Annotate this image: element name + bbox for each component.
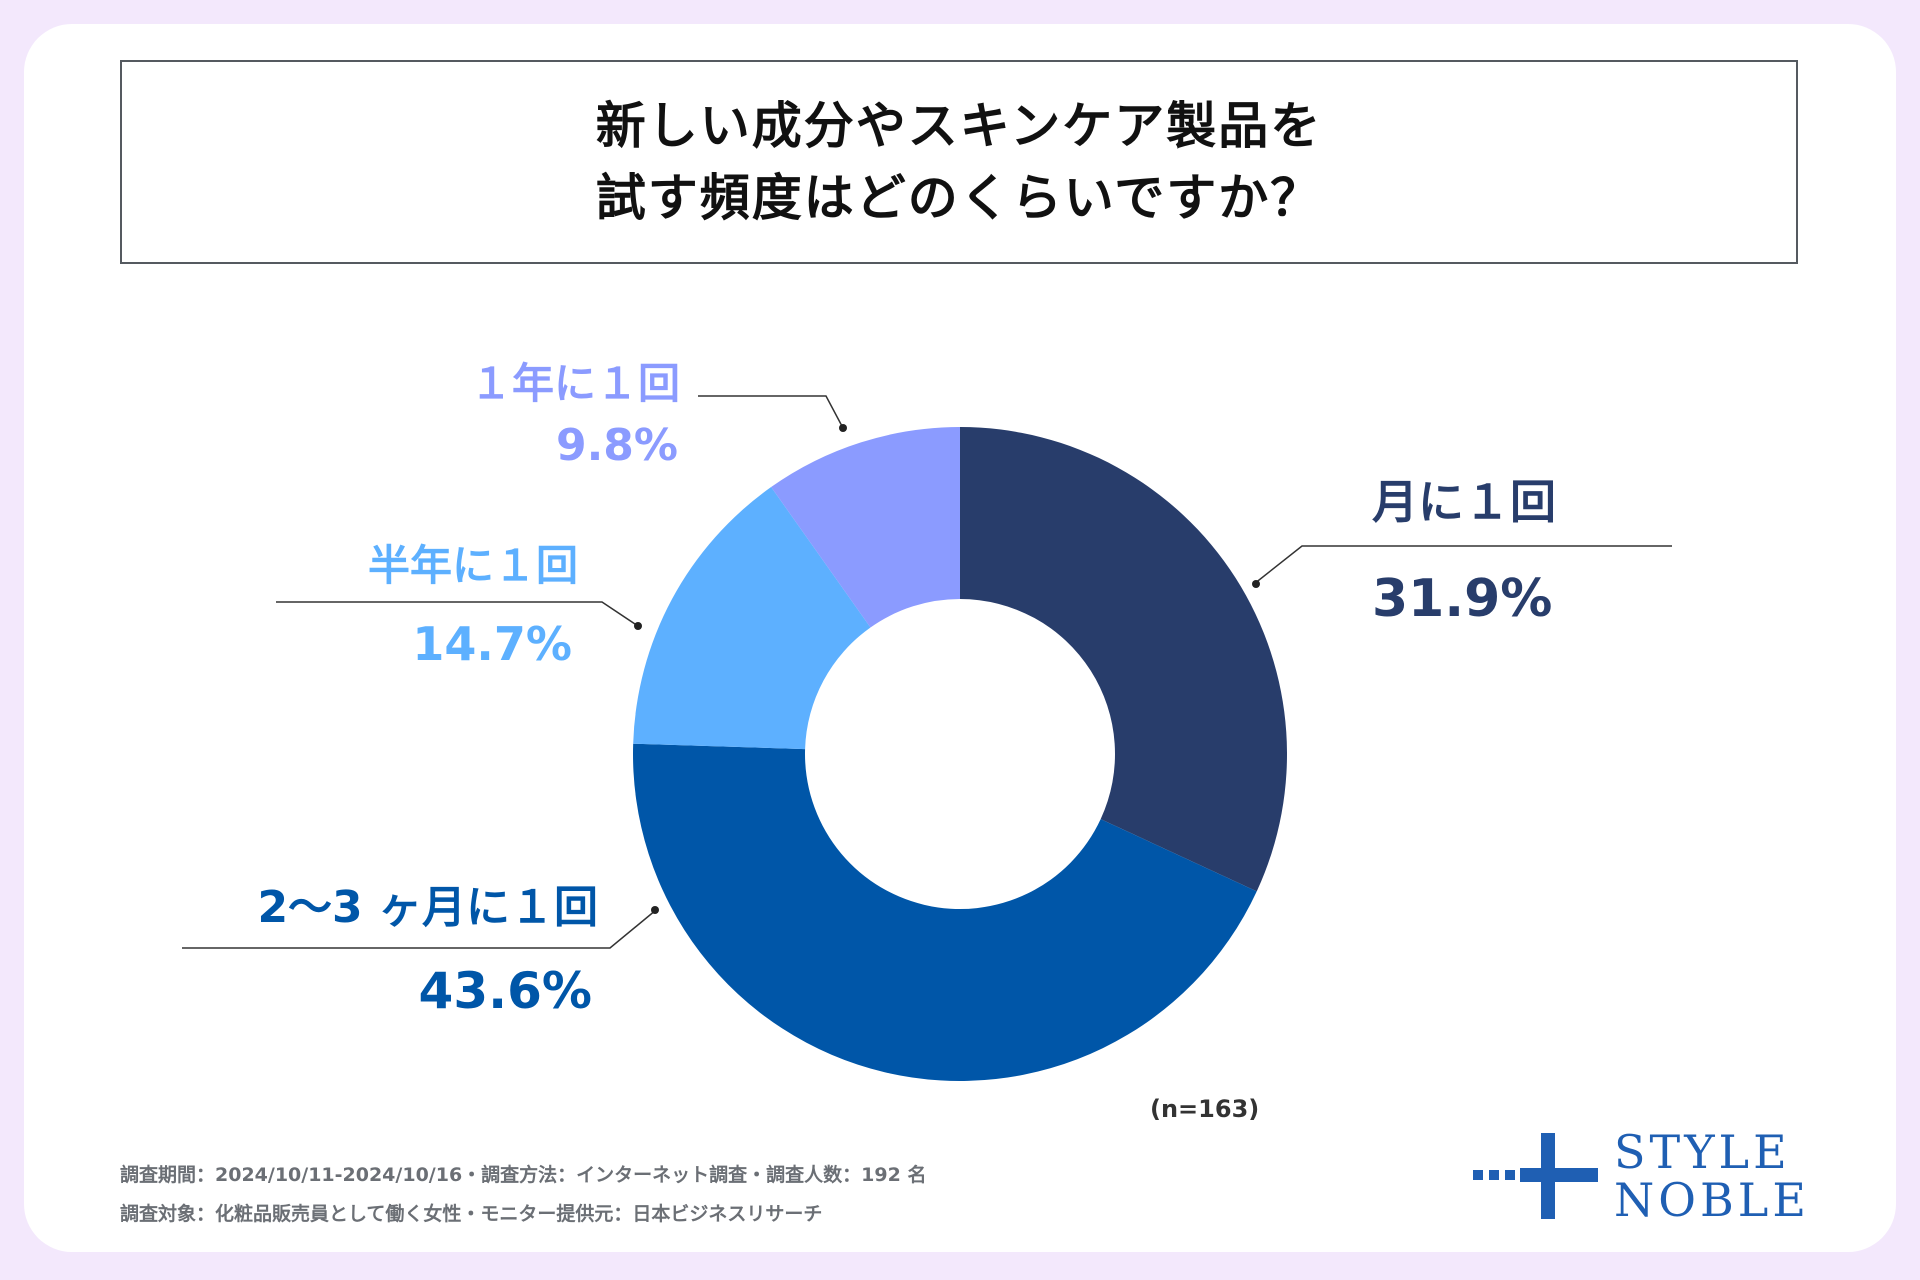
logo-plus-vertical xyxy=(1541,1133,1555,1219)
logo-dot-1 xyxy=(1473,1170,1483,1180)
value-halfyear: 14.7% xyxy=(412,617,572,671)
label-yearly: １年に１回 xyxy=(470,359,680,408)
label-bimonthly: 2〜3 ヶ月に１回 xyxy=(257,882,598,933)
leader-dot-yearly xyxy=(839,424,847,432)
label-halfyear: 半年に１回 xyxy=(368,541,578,590)
leader-line-monthly xyxy=(1253,545,1672,585)
value-bimonthly: 43.6% xyxy=(419,962,592,1020)
logo-plus-horizontal xyxy=(1520,1168,1598,1182)
leader-dot-halfyear xyxy=(634,622,642,630)
logo-text-noble: NOBLE xyxy=(1614,1173,1810,1227)
leader-dot-bimonthly xyxy=(651,906,659,914)
value-monthly: 31.9% xyxy=(1372,569,1552,629)
leader-dot-monthly xyxy=(1252,580,1260,588)
logo-text-style: STYLE xyxy=(1614,1125,1791,1179)
title-line-1: 新しい成分やスキンケア製品を xyxy=(595,97,1323,155)
label-monthly: 月に１回 xyxy=(1372,475,1556,529)
footer-survey-target: 調査対象：化粧品販売員として働く女性・モニター提供元：日本ビジネスリサーチ xyxy=(120,1203,823,1225)
footer-survey-info: 調査期間：2024/10/11-2024/10/16・調査方法：インターネット調… xyxy=(120,1164,927,1186)
value-yearly: 9.8% xyxy=(556,420,678,471)
donut-slice-bimonthly xyxy=(633,743,1257,1082)
leader-line-bimonthly xyxy=(182,909,657,949)
logo-dot-3 xyxy=(1505,1170,1515,1180)
donut-slices xyxy=(633,427,1288,1082)
title-box: 新しい成分やスキンケア製品を 試す頻度はどのくらいですか？ xyxy=(120,60,1798,264)
leader-line-halfyear xyxy=(276,601,639,627)
title-line-2: 試す頻度はどのくらいですか？ xyxy=(595,169,1323,227)
logo-dot-2 xyxy=(1489,1170,1499,1180)
leader-line-yearly xyxy=(698,395,844,429)
donut-slice-monthly xyxy=(960,427,1288,892)
sample-size-note: (n=163) xyxy=(1150,1095,1260,1123)
donut-slice-yearly xyxy=(771,427,960,628)
donut-slice-halfyear xyxy=(633,487,871,750)
